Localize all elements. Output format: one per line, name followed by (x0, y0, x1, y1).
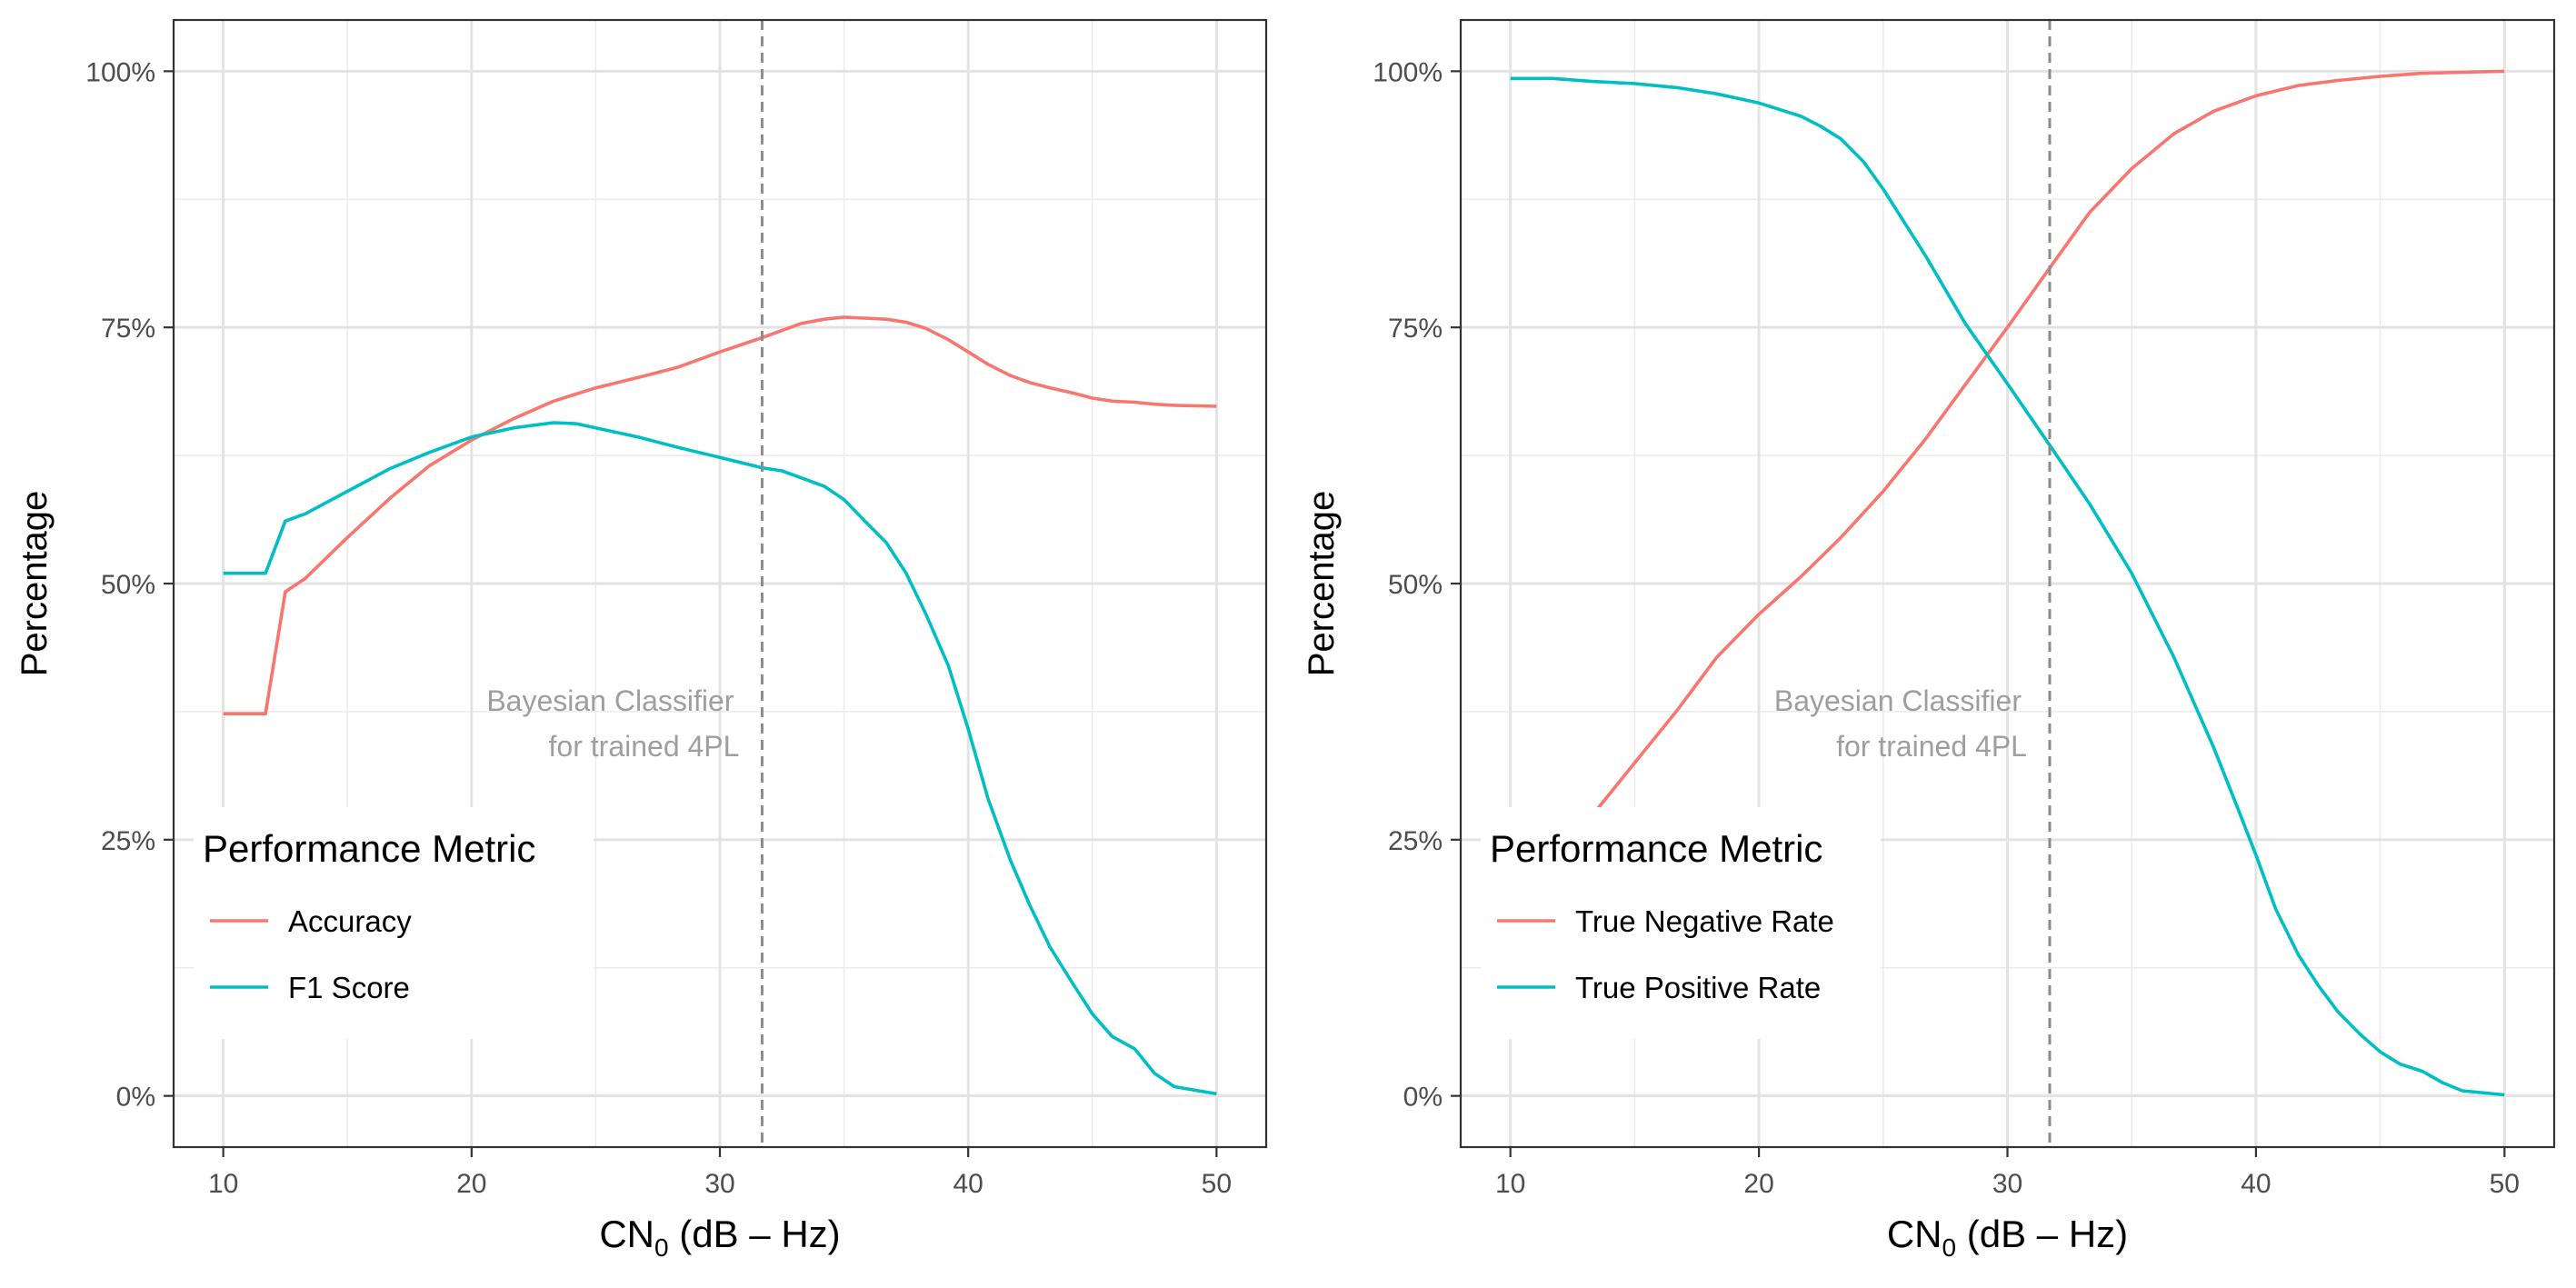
legend-background (1481, 807, 1881, 1039)
x-axis-title: CN0 (dB – Hz) (599, 1213, 840, 1262)
x-axis-title-subscript: 0 (654, 1233, 669, 1262)
annotation-line-2: for trained 4PL (1836, 730, 2027, 763)
y-tick-label: 25% (1388, 826, 1443, 856)
y-axis-title: Percentage (1302, 491, 1342, 677)
x-tick-label: 30 (704, 1169, 734, 1199)
x-axis-title-unit: (dB – Hz) (1956, 1213, 2128, 1255)
x-axis-title-main: CN (599, 1213, 654, 1255)
y-tick-label: 75% (1388, 314, 1443, 344)
x-tick-label: 10 (208, 1169, 238, 1199)
legend-label-2: True Positive Rate (1575, 971, 1821, 1004)
x-axis-title: CN0 (dB – Hz) (1887, 1213, 2128, 1262)
legend-title: Performance Metric (1490, 827, 1822, 870)
legend-label-1: Accuracy (288, 904, 412, 938)
chart-tnr-tpr: Bayesian Classifier for trained 4PL Perfor… (1302, 18, 2556, 1262)
legend-title: Performance Metric (203, 827, 535, 870)
annotation-line-2: for trained 4PL (549, 730, 740, 763)
y-tick-label: 50% (1388, 570, 1443, 600)
x-tick-label: 10 (1495, 1169, 1525, 1199)
y-tick-label: 50% (101, 570, 155, 600)
x-axis-title-main: CN (1887, 1213, 1942, 1255)
legend-label-2: F1 Score (288, 971, 410, 1004)
x-tick-label: 40 (2241, 1169, 2271, 1199)
chart-accuracy-f1: Bayesian Classifier for trained 4PL Perfor… (15, 18, 1268, 1262)
x-tick-label: 40 (953, 1169, 983, 1199)
y-tick-label: 100% (1373, 57, 1443, 87)
legend-label-1: True Negative Rate (1575, 904, 1834, 938)
y-axis-title: Percentage (15, 491, 55, 677)
y-tick-label: 75% (101, 314, 155, 344)
x-tick-label: 30 (1992, 1169, 2022, 1199)
series-line-1 (223, 315, 1217, 716)
y-tick-label: 0% (1403, 1083, 1443, 1113)
legend-background (194, 807, 594, 1039)
x-tick-label: 50 (1202, 1169, 1232, 1199)
x-axis-title-subscript: 0 (1942, 1233, 1957, 1262)
y-tick-label: 0% (116, 1083, 155, 1113)
x-tick-label: 50 (2490, 1169, 2520, 1199)
series-line-2 (223, 421, 1217, 1096)
x-axis-title-unit: (dB – Hz) (669, 1213, 841, 1255)
y-tick-label: 100% (85, 57, 155, 87)
annotation-line-1: Bayesian Classifier (486, 684, 734, 717)
y-tick-label: 25% (101, 826, 155, 856)
series-line-2 (1510, 76, 2505, 1097)
annotation-line-1: Bayesian Classifier (1774, 684, 2022, 717)
x-tick-label: 20 (1743, 1169, 1773, 1199)
x-tick-label: 20 (456, 1169, 486, 1199)
